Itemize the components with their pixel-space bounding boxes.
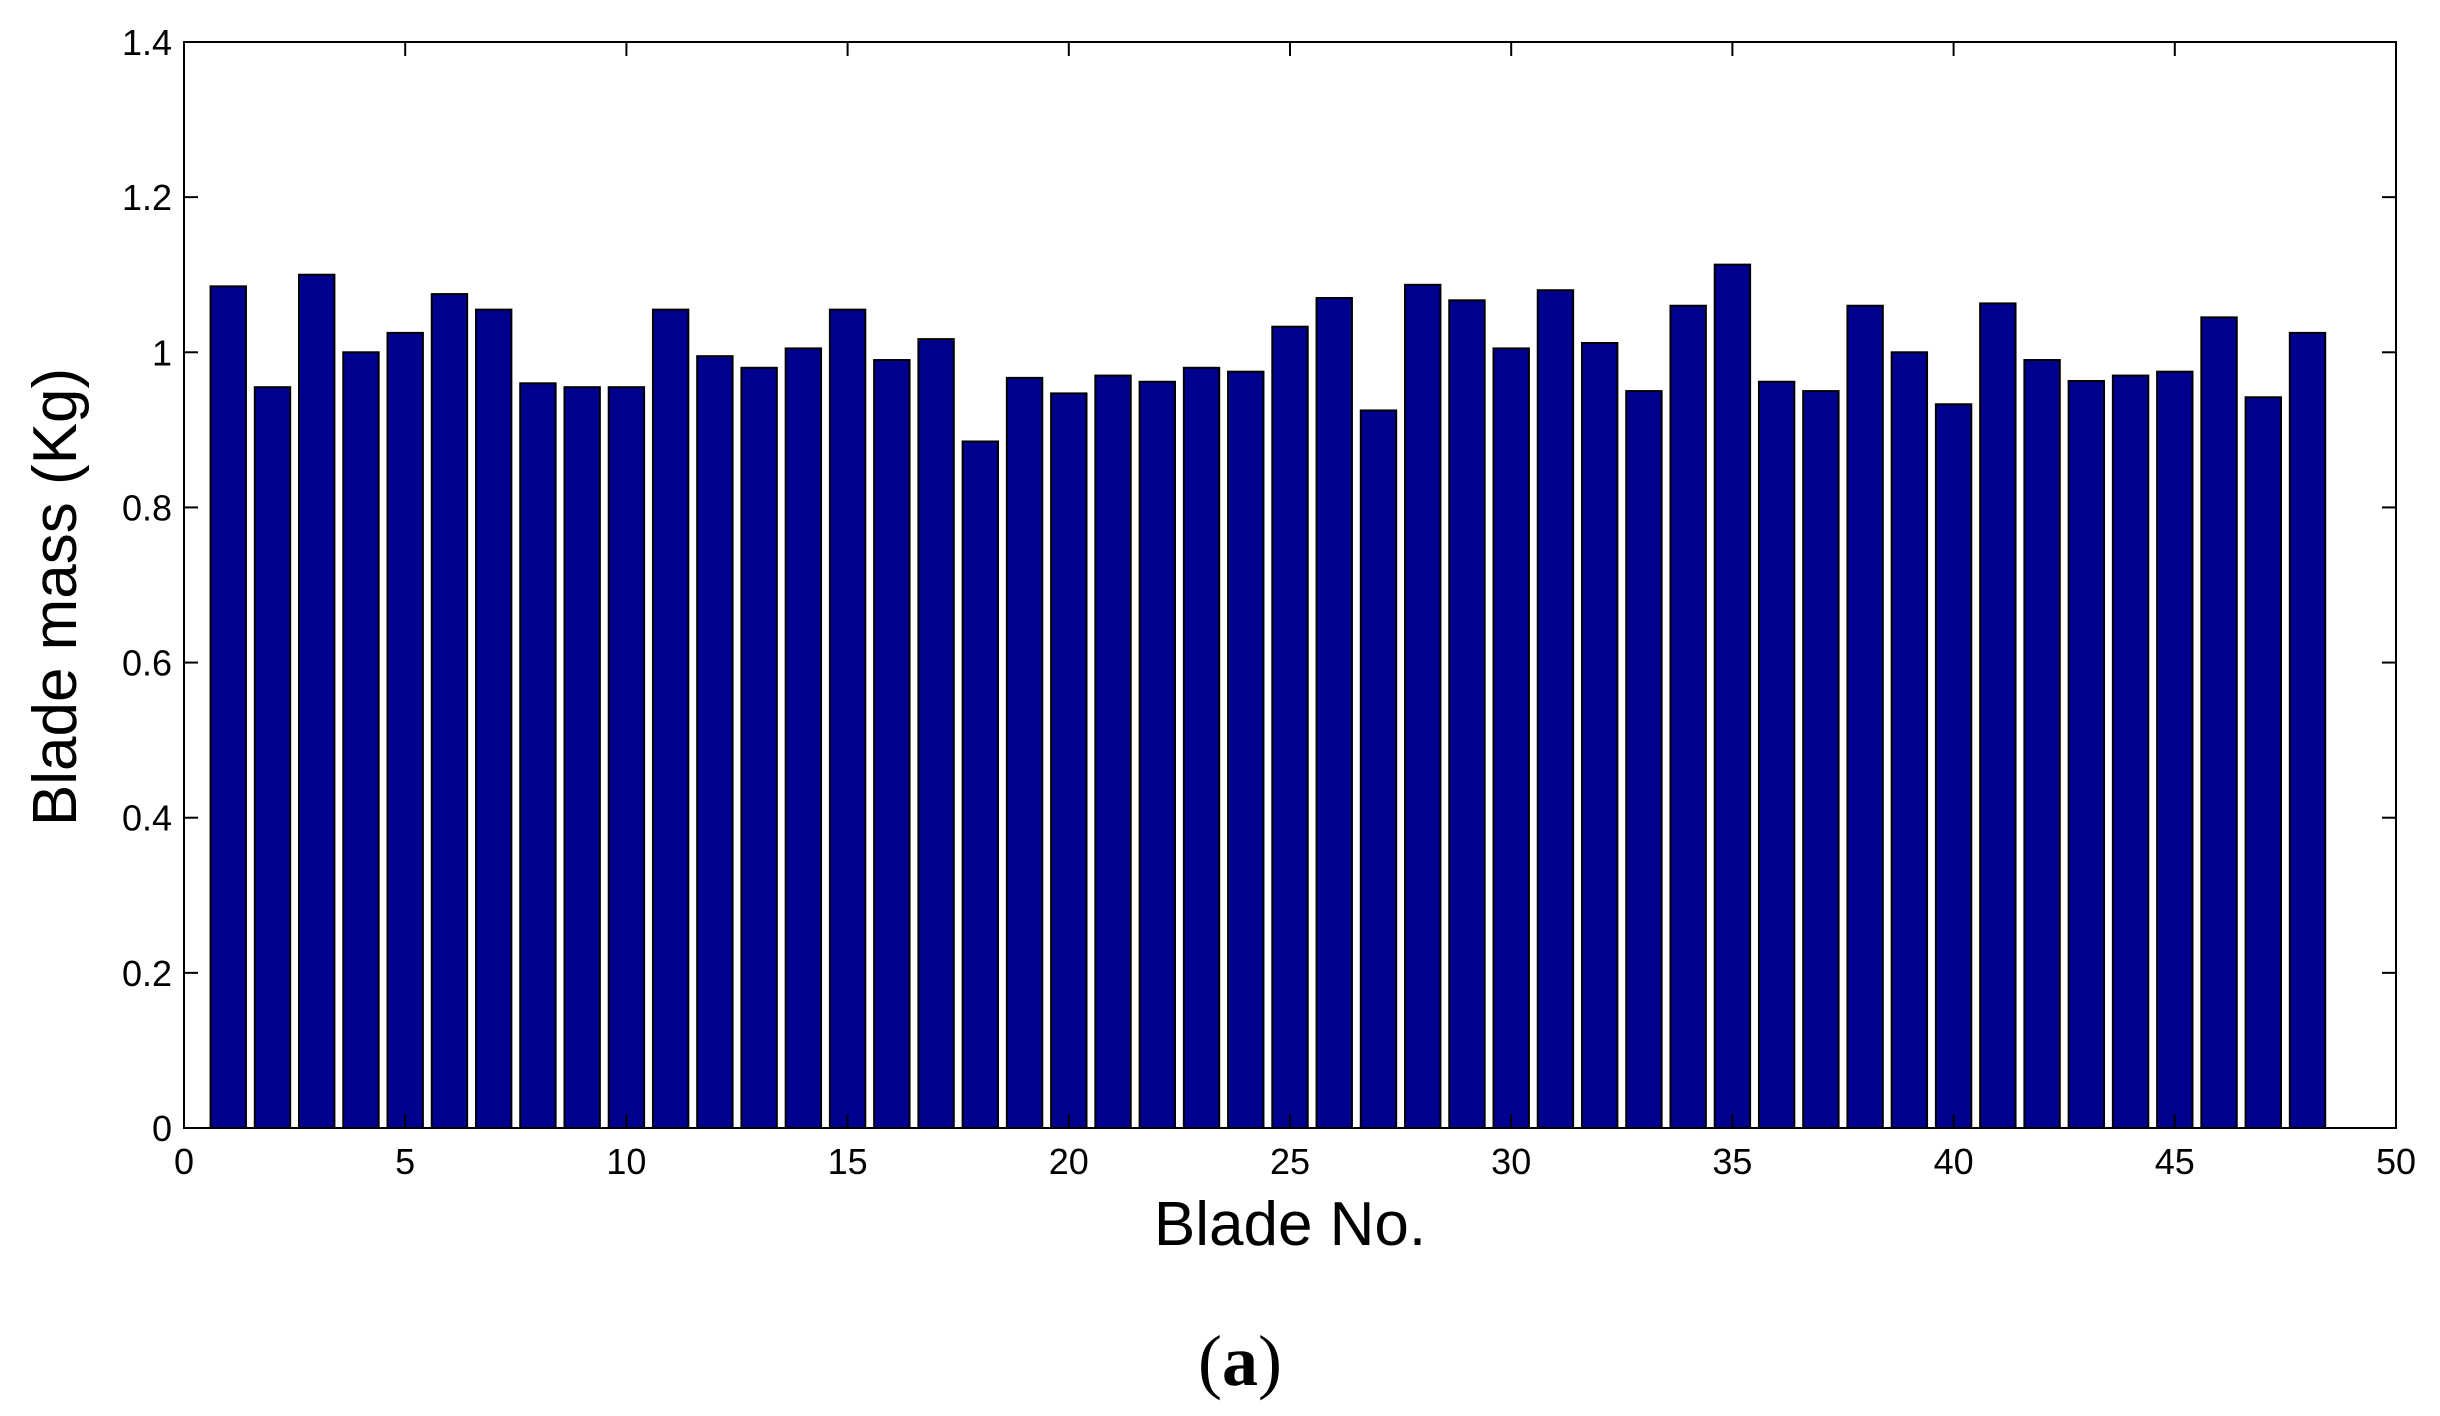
y-tick-label: 0.8: [122, 487, 172, 528]
bar-30: [1492, 347, 1530, 1129]
bar-42: [2023, 359, 2061, 1129]
panel-label-letter: a: [1222, 1321, 1258, 1401]
bar-26: [1315, 296, 1353, 1129]
y-tick-label: 0.6: [122, 643, 172, 684]
x-tick-label: 15: [828, 1141, 868, 1182]
bar-40: [1934, 403, 1973, 1130]
bar-28: [1404, 283, 1442, 1129]
bar-44: [2111, 374, 2150, 1129]
y-tick-label: 0: [152, 1108, 172, 1149]
bar-38: [1846, 304, 1884, 1129]
y-tick-label: 0.4: [122, 798, 172, 839]
bar-18: [961, 440, 1000, 1129]
panel-label: (a): [1198, 1321, 1282, 1401]
bar-12: [696, 355, 734, 1129]
bar-19: [1005, 376, 1044, 1129]
x-tick-label: 35: [1712, 1141, 1752, 1182]
ticks-group: [183, 41, 2397, 1129]
y-tick-label: 0.2: [122, 953, 172, 994]
bar-14: [784, 347, 823, 1129]
bar-3: [298, 273, 336, 1129]
bar-37: [1802, 390, 1840, 1130]
bar-17: [917, 338, 955, 1129]
bar-45: [2156, 370, 2194, 1129]
x-tick-label: 0: [174, 1141, 194, 1182]
bars-group: [209, 263, 2327, 1130]
bar-20: [1050, 392, 1088, 1129]
bar-1: [209, 285, 247, 1130]
x-axis-label: Blade No.: [1154, 1190, 1426, 1259]
tick-labels-group: 0 5 10 15 20 25 30 35 40 45 50 0 0.2 0.4 0.6 0.8 1 1.2 1.4: [122, 22, 2416, 1182]
bar-8: [519, 382, 557, 1130]
bar-9: [563, 386, 601, 1129]
panel-label-close: ): [1258, 1321, 1282, 1401]
bar-7: [474, 308, 513, 1130]
bar-33: [1625, 390, 1663, 1130]
x-tick-label: 25: [1270, 1141, 1310, 1182]
x-tick-label: 20: [1049, 1141, 1089, 1182]
bar-21: [1094, 374, 1132, 1129]
bar-41: [1979, 302, 2017, 1129]
bar-29: [1448, 299, 1486, 1129]
x-tick-label: 30: [1491, 1141, 1531, 1182]
bar-27: [1359, 409, 1398, 1129]
bar-15: [828, 308, 867, 1130]
bar-4: [342, 351, 380, 1129]
bar-39: [1890, 351, 1929, 1129]
y-tick-label: 1.4: [122, 22, 172, 63]
bar-47: [2244, 396, 2282, 1129]
panel-label-open: (: [1198, 1321, 1222, 1401]
bar-31: [1536, 289, 1575, 1129]
bar-32: [1580, 341, 1619, 1129]
x-tick-label: 40: [1934, 1141, 1974, 1182]
y-tick-label: 1.2: [122, 177, 172, 218]
bar-43: [2067, 379, 2106, 1130]
bar-10: [607, 386, 646, 1129]
bar-13: [740, 366, 778, 1129]
bar-36: [1757, 380, 1796, 1129]
bar-46: [2200, 316, 2238, 1129]
bar-16: [873, 359, 911, 1129]
bar-48: [2288, 331, 2327, 1129]
x-tick-label: 10: [606, 1141, 646, 1182]
y-axis-label: Blade mass (Kg): [21, 368, 90, 826]
x-tick-label: 45: [2155, 1141, 2195, 1182]
x-tick-label: 5: [395, 1141, 415, 1182]
bar-24: [1227, 370, 1265, 1129]
bar-25: [1271, 325, 1309, 1129]
bar-34: [1669, 304, 1707, 1129]
bar-2: [253, 386, 292, 1129]
bar-35: [1713, 263, 1752, 1129]
bar-22: [1138, 380, 1176, 1129]
bar-11: [651, 308, 690, 1130]
bar-6: [430, 293, 469, 1130]
x-tick-label: 50: [2376, 1141, 2416, 1182]
y-tick-label: 1: [152, 332, 172, 373]
bar-23: [1182, 366, 1221, 1129]
bar-5: [386, 331, 424, 1129]
